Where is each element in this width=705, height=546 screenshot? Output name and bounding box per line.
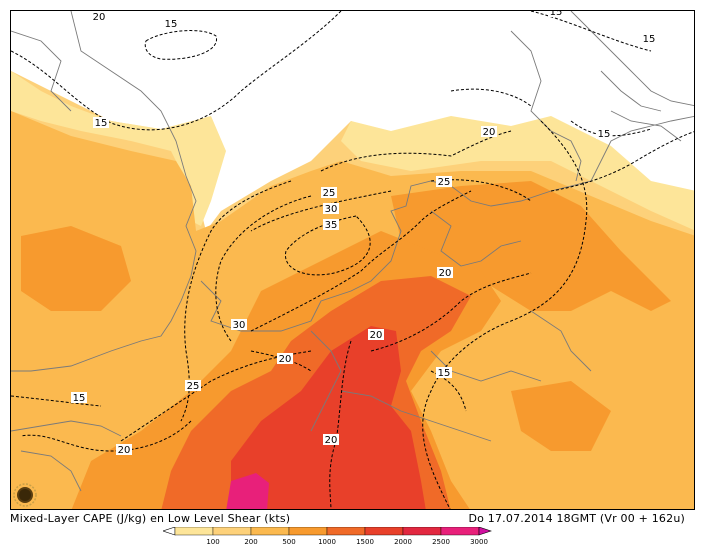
colorbar-tick-label: 3000 — [470, 538, 488, 546]
svg-text:30: 30 — [325, 204, 338, 215]
contour-label: 25 — [436, 176, 452, 188]
colorbar-segment — [402, 527, 442, 536]
contour-label: 30 — [323, 203, 339, 215]
contour-label: 25 — [321, 187, 337, 199]
colorbar-segment — [250, 527, 290, 536]
svg-text:15: 15 — [643, 34, 656, 45]
svg-text:20: 20 — [370, 330, 383, 341]
contour-label: 15 — [641, 33, 657, 45]
contour-label: 15 — [71, 392, 87, 404]
contour-label: 15 — [163, 18, 179, 30]
colorbar-segment — [364, 527, 404, 536]
colorbar-segment — [326, 527, 366, 536]
colorbar-segment — [440, 527, 480, 536]
map-caption-title: Mixed-Layer CAPE (J/kg) en Low Level She… — [10, 512, 291, 525]
cape-colorbar: 100 200 500 1000 1500 2000 2500 3000 — [163, 527, 492, 546]
contour-label: 35 — [323, 219, 339, 231]
colorbar-tick-label: 1500 — [356, 538, 374, 546]
svg-text:20: 20 — [93, 12, 106, 23]
cape-fill-100 — [11, 71, 226, 226]
contour-label: 15 — [548, 11, 564, 18]
map-caption-time: Do 17.07.2014 18GMT (Vr 00 + 162u) — [468, 512, 685, 525]
colorbar-tick-label: 100 — [206, 538, 219, 546]
svg-text:20: 20 — [325, 435, 338, 446]
colorbar-arrow-right — [478, 527, 492, 536]
colorbar-arrow-left — [163, 527, 176, 536]
contour-label: 20 — [598, 392, 611, 403]
svg-text:35: 35 — [325, 220, 338, 231]
svg-text:25: 25 — [323, 188, 336, 199]
colorbar-tick-label: 1000 — [318, 538, 336, 546]
svg-text:25: 25 — [187, 381, 200, 392]
contour-label-group: 20 15 15 15 15 15 20 20 25 25 30 35 30 2… — [71, 11, 657, 456]
contour-label: 15 — [436, 367, 452, 379]
svg-text:20: 20 — [118, 445, 131, 456]
cape-fill-2000 — [231, 326, 426, 509]
contour-label: 20 — [323, 434, 339, 446]
svg-text:15: 15 — [438, 368, 451, 379]
svg-text:20: 20 — [279, 354, 292, 365]
cape-fill-3000 — [226, 473, 269, 509]
contour-label: 20 — [368, 329, 384, 341]
colorbar-tick-label: 500 — [282, 538, 295, 546]
contour-label: 20 — [481, 126, 497, 138]
colorbar-tick-label: 2500 — [432, 538, 450, 546]
svg-text:20: 20 — [483, 127, 496, 138]
svg-text:15: 15 — [550, 11, 563, 18]
svg-text:25: 25 — [438, 177, 451, 188]
contour-label: 30 — [231, 319, 247, 331]
weather-map: 20 15 15 15 15 15 20 20 25 25 30 35 30 2… — [10, 10, 695, 510]
contour-label: 20 — [91, 11, 107, 23]
cape-shear-map: 20 15 15 15 15 15 20 20 25 25 30 35 30 2… — [11, 11, 694, 509]
svg-text:15: 15 — [73, 393, 86, 404]
contour-label: 15 — [93, 117, 109, 129]
svg-text:15: 15 — [165, 19, 178, 30]
colorbar-segment — [288, 527, 328, 536]
contour-label: 20 — [277, 353, 293, 365]
svg-text:15: 15 — [95, 118, 108, 129]
contour-label: 20 — [437, 267, 453, 279]
colorbar-segment — [174, 527, 214, 536]
svg-text:15: 15 — [598, 129, 611, 140]
svg-text:20: 20 — [439, 268, 452, 279]
contour-label: 15 — [596, 128, 612, 140]
colorbar-tick-label: 2000 — [394, 538, 412, 546]
sun-logo-icon — [13, 483, 37, 507]
svg-text:30: 30 — [233, 320, 246, 331]
colorbar-segment — [212, 527, 252, 536]
cape-fill-white-top — [11, 11, 694, 231]
contour-label: 20 — [116, 444, 132, 456]
colorbar-tick-label: 200 — [244, 538, 257, 546]
contour-label: 25 — [185, 380, 201, 392]
